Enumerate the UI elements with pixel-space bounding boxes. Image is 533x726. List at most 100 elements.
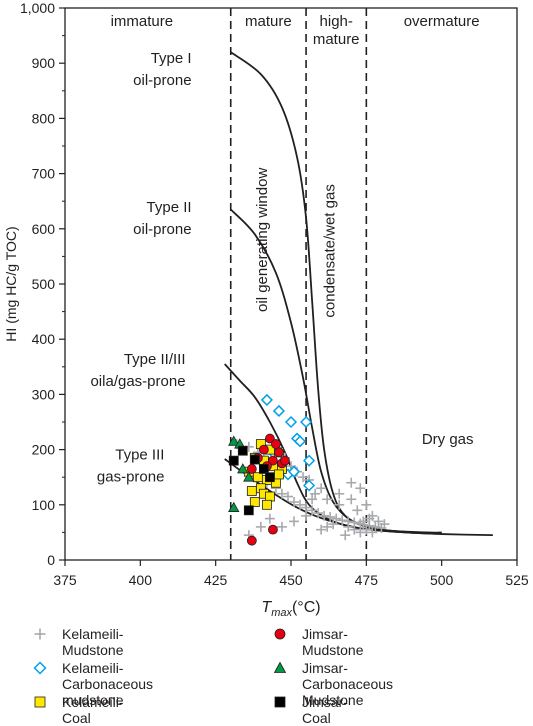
legend-symbol [274,696,286,708]
x-axis-title-unit: (°C) [292,599,321,616]
zone-label: overmature [404,13,480,30]
data-point [367,527,378,538]
data-point [268,455,278,466]
data-point [265,472,275,483]
curve-label-line: oil-prone [133,72,191,89]
legend-marker [273,661,287,673]
data-point [268,524,278,535]
data-point [319,510,330,521]
y-tick-label: 300 [32,386,56,402]
y-tick-label: 0 [47,552,55,568]
curve-label-line: oil-prone [133,221,191,238]
legend-label: Jimsar-Carbonaceous Mudstone [302,660,394,708]
y-tick-label: 400 [32,331,56,347]
data-point [261,499,272,510]
data-point [298,472,309,483]
legend-label: Jimsar-Coal [302,694,348,726]
data-point [243,505,254,516]
data-point [260,393,273,406]
zone-label-line: mature [313,31,360,48]
data-point [310,488,321,499]
data-point [307,505,318,516]
legend-symbol [274,628,286,640]
data-point [355,527,366,538]
data-point [300,415,313,429]
data-point [325,511,336,522]
zone-label-line: immature [111,13,174,30]
data-point [246,535,257,546]
data-point [249,454,260,465]
y-tick-label: 900 [32,55,56,71]
data-point [271,439,281,449]
y-axis-title: HI (mg HC/g TOC) [3,226,19,341]
data-point [364,513,375,524]
data-point [361,499,372,510]
maturity-zones [229,8,368,560]
region-label: Dry gas [422,431,474,448]
data-point [289,497,300,508]
data-point [264,513,275,524]
data-point [289,516,300,527]
data-point [328,519,339,530]
data-point [361,524,372,535]
zone-label: high-mature [313,13,360,48]
data-point [258,444,269,455]
data-point [355,483,366,494]
x-tick-label: 525 [505,572,529,588]
data-point [334,499,345,510]
zone-label: mature [245,13,292,30]
legend-label: Kelameili-Coal [62,694,124,726]
data-point [340,530,351,541]
data-point [373,516,384,527]
data-point [322,521,333,532]
data-point [349,524,360,535]
data-point [331,513,342,524]
window-label: oil generating window [254,168,271,312]
x-tick-label: 475 [355,572,379,588]
x-tick-label: 425 [204,572,228,588]
data-point [313,508,324,519]
data-point [322,494,333,505]
data-point [379,519,390,530]
data-point [303,479,316,492]
data-point [274,469,284,480]
curve-label: Type II oil-prone [133,199,191,238]
curve-label: Type II/III oila/gas-prone [90,351,185,390]
curve-label-line: Type II/III [124,351,186,368]
curve-label-line: oila/gas-prone [90,373,185,390]
data-point [316,483,327,494]
data-point [265,491,275,502]
x-axis-title-subscript: max [271,607,292,619]
data-point [284,415,298,429]
data-point [228,501,240,512]
zone-label-line: mature [245,13,292,30]
y-tick-label: 100 [32,497,56,513]
curve-label-line: Type II [147,199,192,216]
data-point [346,477,357,488]
y-tick-label: 200 [32,442,56,458]
data-point [280,455,290,466]
legend-marker [33,661,47,675]
curve-label-line: Type III [115,447,164,464]
x-axis-title: Tmax(°C) [261,599,320,619]
data-point [293,435,307,448]
data-point [243,471,255,482]
x-tick-label: 500 [430,572,454,588]
legend-marker [34,628,46,640]
y-tick-label: 600 [32,221,56,237]
y-tick-label: 700 [32,166,56,182]
legend-marker [274,696,286,708]
data-point [276,521,287,532]
data-point [287,465,301,478]
data-point [343,521,354,532]
legend-label: Jimsar-Mudstone [302,626,364,658]
legend-symbol [273,661,287,673]
legend-label: Kelameili-Carbonaceous mudstone [62,660,154,708]
series-jimsar-coal [228,445,275,516]
data-point [272,404,286,418]
legend-symbol [34,628,46,640]
curve-label-line: Type I [151,50,192,67]
x-tick-label: 450 [279,572,303,588]
data-point [237,445,248,456]
legend: Kelameili-Mudstone Jimsar-Mudstone Kelamei… [0,626,533,726]
